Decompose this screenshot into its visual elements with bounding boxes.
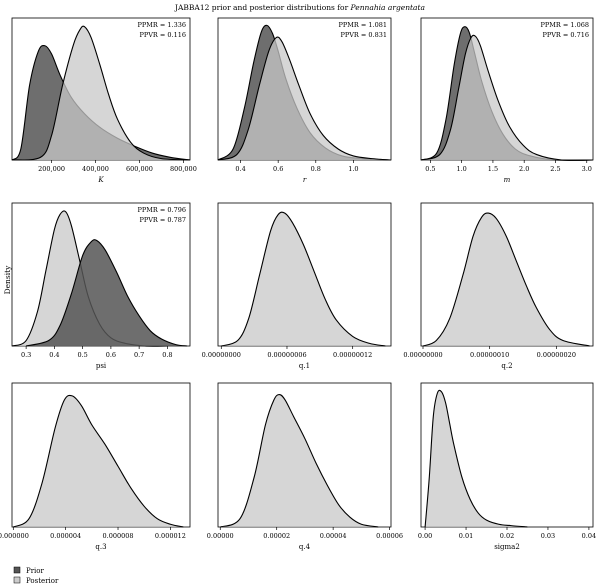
panel-r: 0.4 0.6 0.8 1.0 r PPMR = 1.081 PPVR = 0.831 [217, 17, 392, 184]
panel-q-1: 0.00000000 0.00000006 0.00000012 q.1 [202, 202, 392, 370]
x-tick-label: 0.4 [49, 351, 59, 359]
panel-K: 200,000 400,000 600,000 800,000 K PPMR = 1.33… [11, 17, 197, 184]
density-line-posterior [13, 394, 184, 528]
x-axis-label: q.4 [299, 543, 311, 551]
density-area-posterior [12, 210, 168, 347]
x-tick-label: 0.6 [106, 351, 116, 359]
x-tick-label: 0.000008 [103, 532, 134, 540]
x-tick-label: 200,000 [38, 165, 65, 173]
x-axis-label: q.2 [501, 362, 512, 370]
x-tick-label: 0.00006 [376, 532, 403, 540]
x-axis-label: r [303, 176, 307, 184]
x-tick-label: 0.00000 [207, 532, 234, 540]
density-area-posterior [423, 213, 590, 346]
x-axis-label: K [97, 176, 104, 184]
x-tick-label: 0.00000012 [333, 351, 372, 359]
x-tick-label: 1.0 [348, 165, 358, 173]
panel-grid: 200,000 400,000 600,000 800,000 K PPMR = 1.33… [0, 17, 596, 551]
x-tick-label: 0.00 [418, 532, 432, 540]
x-tick-label: 0.8 [311, 165, 321, 173]
x-tick-label: 0.5 [77, 351, 87, 359]
annotation-ppmr: PPMR = 0.796 [138, 206, 186, 214]
panel-q-3: 0.000000 0.000004 0.000008 0.000012 q.3 [0, 382, 191, 551]
x-tick-label: 0.00000006 [267, 351, 306, 359]
x-axis-label: psi [96, 362, 107, 370]
density-line-posterior [11, 25, 191, 161]
x-tick-label: 1.0 [456, 165, 466, 173]
legend-swatch-prior [13, 566, 21, 574]
x-axis-label: q.1 [299, 362, 310, 370]
density-area-posterior [13, 395, 184, 527]
x-tick-label: 0.00000020 [537, 351, 576, 359]
annotation-ppvr: PPVR = 0.787 [139, 216, 186, 224]
x-tick-label: 600,000 [126, 165, 153, 173]
panel-m: 0.5 1.0 1.5 2.0 2.5 3.0 m PPMR = 1.068 PPVR = 0.… [420, 17, 594, 184]
x-axis-label: q.3 [95, 543, 106, 551]
legend-label-posterior: Posterior [26, 577, 59, 585]
density-area-posterior [218, 37, 391, 160]
x-tick-label: 3.0 [582, 165, 592, 173]
x-tick-label: 1.5 [488, 165, 498, 173]
figure-title-species: Pennahia argentata [350, 3, 425, 12]
x-tick-label: 0.6 [273, 165, 283, 173]
x-tick-label: 0.02 [500, 532, 514, 540]
x-tick-label: 0.00004 [320, 532, 347, 540]
density-line-posterior [221, 211, 386, 347]
y-axis-label: Density [3, 265, 12, 295]
x-tick-label: 2.0 [519, 165, 529, 173]
x-tick-label: 0.01 [459, 532, 473, 540]
x-tick-label: 2.5 [550, 165, 560, 173]
density-area-posterior [12, 26, 190, 161]
x-tick-label: 0.04 [582, 532, 596, 540]
density-line-posterior [422, 212, 590, 347]
density-area-posterior [220, 394, 379, 527]
figure-title-plain: JABBA12 prior and posterior distribution… [174, 3, 351, 12]
legend: Prior Posterior [13, 566, 59, 585]
x-tick-label: 0.4 [235, 165, 245, 173]
density-line-posterior [420, 34, 594, 161]
density-line-posterior [424, 389, 528, 528]
x-tick-label: 0.00002 [263, 532, 290, 540]
annotation-ppmr: PPMR = 1.068 [541, 21, 589, 29]
x-tick-label: 400,000 [82, 165, 109, 173]
annotation-ppvr: PPVR = 0.716 [542, 31, 589, 39]
x-axis-label: m [504, 176, 511, 184]
density-area-prior [26, 239, 188, 346]
panel-psi: 0.3 0.4 0.5 0.6 0.7 0.8 psi PPMR = 0.796 PPVR = … [11, 202, 191, 370]
panel-sigma2: 0.00 0.01 0.02 0.03 0.04 sigma2 [418, 382, 596, 551]
x-tick-label: 0.03 [541, 532, 555, 540]
x-tick-label: 0.3 [21, 351, 31, 359]
density-area-posterior [421, 35, 593, 161]
x-tick-label: 0.00000000 [403, 351, 442, 359]
annotation-ppvr: PPVR = 0.116 [139, 31, 186, 39]
x-tick-label: 0.000004 [50, 532, 81, 540]
x-axis-label: sigma2 [494, 543, 520, 551]
x-tick-label: 800,000 [170, 165, 197, 173]
x-tick-label: 0.000000 [0, 532, 29, 540]
legend-swatch-posterior [13, 576, 21, 584]
figure-title: JABBA12 prior and posterior distribution… [174, 3, 425, 12]
density-line-posterior [217, 36, 392, 161]
x-tick-label: 0.8 [162, 351, 172, 359]
legend-label-prior: Prior [26, 567, 45, 575]
density-area-posterior [425, 390, 528, 527]
density-line-prior [26, 239, 188, 347]
x-tick-label: 0.7 [134, 351, 144, 359]
panel-q-4: 0.00000 0.00002 0.00004 0.00006 q.4 [207, 382, 403, 551]
x-tick-label: 0.000012 [155, 532, 186, 540]
x-tick-label: 0.00000000 [202, 351, 241, 359]
x-tick-label: 0.5 [425, 165, 435, 173]
x-tick-label: 0.00000010 [470, 351, 509, 359]
density-area-posterior [221, 212, 386, 346]
density-line-posterior [220, 393, 379, 528]
annotation-ppvr: PPVR = 0.831 [340, 31, 387, 39]
panel-q-2: 0.00000000 0.00000010 0.00000020 q.2 [403, 202, 594, 370]
annotation-ppmr: PPMR = 1.081 [339, 21, 387, 29]
annotation-ppmr: PPMR = 1.336 [138, 21, 186, 29]
